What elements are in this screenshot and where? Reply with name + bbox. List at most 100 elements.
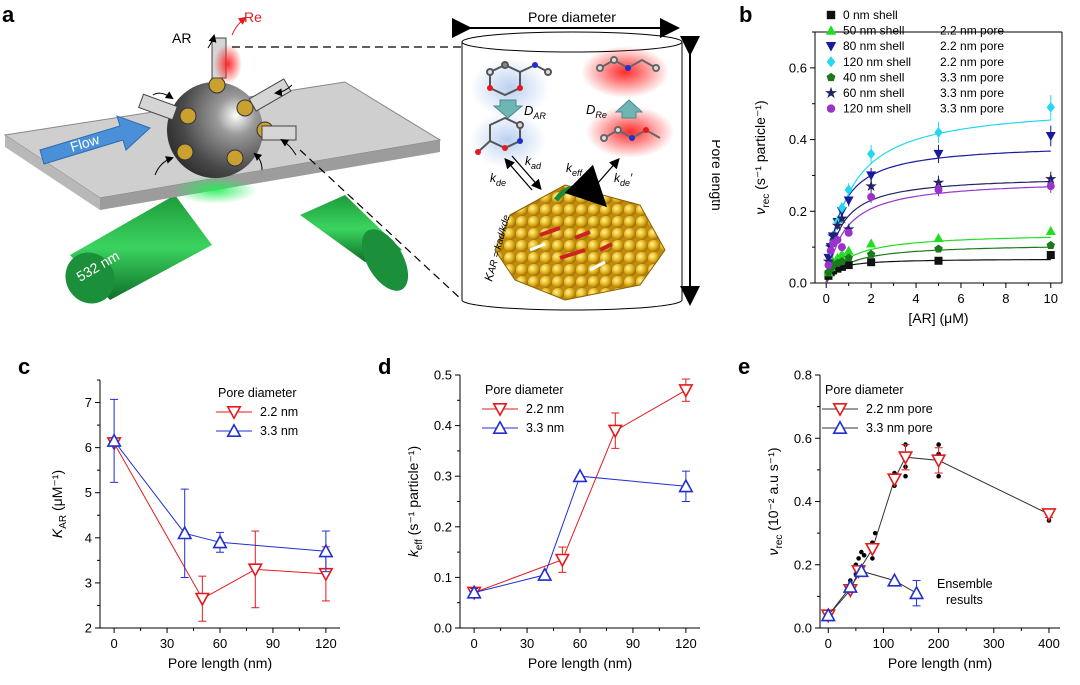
legend-title: Pore diameter (485, 383, 564, 397)
data-point-2 (843, 196, 854, 206)
re-label: Re (244, 9, 262, 25)
pore-length-label: Pore length (709, 139, 720, 211)
x-tick-label: 0 (823, 291, 830, 306)
legend-marker-3 (826, 56, 836, 68)
y-axis-label: KAR (μM⁻¹) (49, 470, 69, 538)
panel-label-c: c (18, 354, 30, 379)
y-tick-label: 4 (85, 530, 92, 545)
x-tick-label: 60 (213, 636, 227, 651)
data-point-0 (678, 384, 694, 399)
data-point-0 (844, 261, 853, 270)
data-point-3 (867, 148, 876, 160)
y-tick-label: 0.0 (794, 621, 812, 636)
annotation-ensemble: Ensemble (937, 577, 993, 591)
x-tick-label: 120 (675, 636, 697, 651)
legend-label-1: 3.3 nm (260, 424, 298, 438)
data-point-4 (844, 253, 853, 262)
series-line-0 (827, 456, 1050, 616)
y-tick-label: 0.6 (794, 431, 812, 446)
data-point-2 (1045, 131, 1056, 142)
legend-label-1: 3.3 nm pore (866, 421, 933, 435)
legend-label-0: 2.2 nm (526, 402, 564, 416)
legend-pore-label: 2.2 nm pore (940, 24, 1004, 38)
legend-shell-label: 40 nm shell (843, 70, 904, 84)
data-point-3 (934, 127, 943, 138)
data-point-6 (867, 192, 876, 201)
x-tick-label: 30 (160, 636, 174, 651)
gold-catalyst (494, 184, 666, 301)
y-tick-label: 0.6 (789, 60, 807, 75)
y-axis-label: νrec (10⁻² a.u s⁻¹) (765, 447, 785, 555)
data-point-5 (865, 180, 877, 192)
reactant-molecule-bottom (475, 116, 524, 155)
legend-marker-1 (492, 420, 508, 434)
data-point-1 (853, 563, 869, 578)
legend-shell-label: 0 nm shell (843, 8, 898, 22)
diffusion-arrows (152, 16, 297, 176)
data-point-0 (1046, 251, 1055, 260)
legend-shell-label: 80 nm shell (843, 39, 904, 53)
series-line-1 (473, 475, 686, 594)
y-tick-label: 0.5 (434, 368, 452, 383)
data-point-1 (572, 468, 588, 483)
data-point-4 (934, 244, 943, 253)
reactant-molecule-top (486, 61, 552, 97)
data-point-1 (318, 543, 334, 558)
product-glow-top (581, 46, 669, 98)
x-axis-label: [AR] (μM) (908, 310, 968, 326)
x-tick-label: 0 (825, 636, 832, 651)
data-point-1 (212, 534, 228, 549)
x-tick-label: 100 (873, 636, 895, 651)
legend-title: Pore diameter (825, 383, 904, 397)
y-axis-label: νrec (s⁻¹ particle⁻¹) (752, 100, 772, 214)
x-axis-label: Pore length (nm) (528, 655, 632, 671)
data-point-4 (1046, 240, 1056, 249)
ensemble-dot (903, 473, 908, 479)
y-tick-label: 0.1 (434, 570, 452, 585)
x-tick-label: 0 (111, 636, 118, 651)
legend-marker-1 (832, 420, 848, 434)
x-axis-label: Pore length (nm) (888, 655, 992, 671)
legend-label-1: 3.3 nm (526, 421, 564, 435)
k-eff-label: keff (566, 161, 584, 178)
panel-d-chart: d 0 30 60 90 120 0.0 0.1 0.2 0.3 0.4 0.5 Pore length… (378, 354, 700, 671)
product-molecule-bottom (600, 126, 661, 142)
data-point-1 (933, 233, 944, 243)
y-tick-label: 5 (85, 485, 92, 500)
y-tick-label: 7 (85, 395, 92, 410)
x-axis-label: Pore length (nm) (168, 655, 272, 671)
data-point-5 (831, 219, 844, 231)
data-point-0 (247, 563, 263, 578)
series-line-0 (113, 442, 326, 600)
d-re-label: DRe (586, 102, 607, 120)
data-point-1 (678, 478, 694, 493)
fit-curve-5 (825, 180, 1051, 284)
ensemble-dot (861, 552, 867, 558)
y-tick-label: 0.4 (789, 132, 807, 147)
x-tick-label: 90 (266, 636, 280, 651)
y-tick-label: 0.2 (794, 557, 812, 572)
x-tick-label: 120 (315, 636, 337, 651)
panel-label-a: a (2, 2, 15, 27)
legend-shell-label: 50 nm shell (843, 24, 904, 38)
panel-label-b: b (739, 2, 752, 27)
k-de-label: kde (490, 171, 506, 188)
data-point-5 (827, 230, 839, 242)
x-tick-label: 10 (1044, 291, 1058, 306)
ensemble-dot (859, 549, 864, 555)
legend-marker-0 (492, 402, 508, 417)
data-point-0 (886, 473, 903, 488)
y-tick-label: 3 (85, 575, 92, 590)
nanoparticle-sphere (167, 82, 263, 178)
panel-label-e: e (738, 354, 750, 379)
data-point-1 (886, 572, 903, 587)
d-ar-label: DAR (524, 103, 546, 121)
x-tick-label: 400 (1038, 636, 1060, 651)
panel-e-chart: e 0 100 200 300 400 0.0 0.2 0.4 0.6 0.8 Pore length… (738, 354, 1060, 671)
data-point-6 (837, 243, 846, 252)
panel-a-schematic: a 532 nm Flow (2, 2, 720, 311)
x-tick-label: 0 (471, 636, 478, 651)
legend-shell-label: 120 nm shell (843, 55, 911, 69)
x-tick-label: 8 (1002, 291, 1009, 306)
ar-label: AR (172, 30, 191, 46)
